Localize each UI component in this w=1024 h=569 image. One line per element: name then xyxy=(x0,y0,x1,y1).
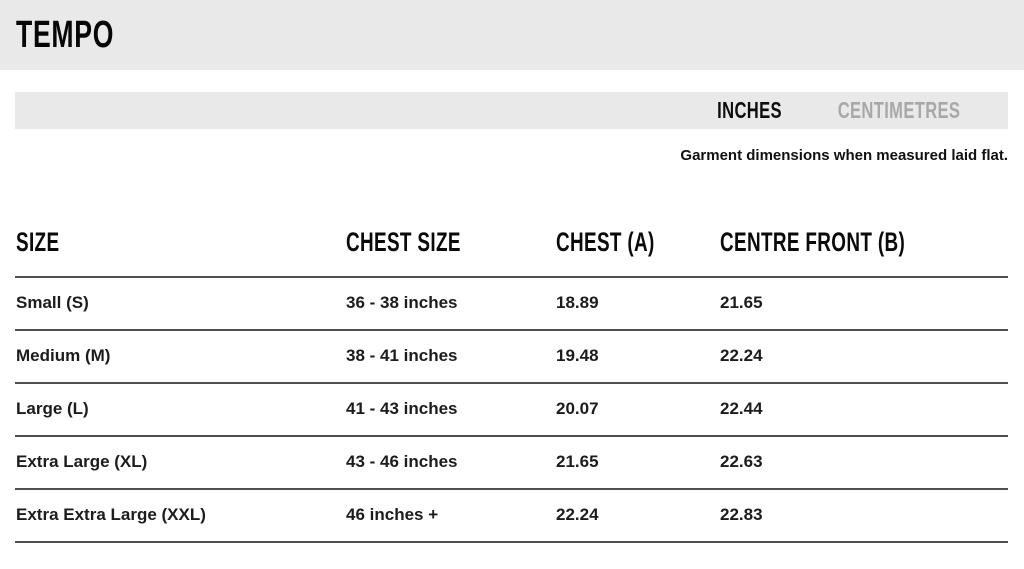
chest-a-value: 19.48 xyxy=(556,346,599,366)
column-header-centre-front-b: CENTRE FRONT (B) xyxy=(720,226,906,257)
centre-front-b-value: 21.65 xyxy=(720,293,763,313)
column-header-size: SIZE xyxy=(16,226,60,257)
size-label: Medium (M) xyxy=(16,346,111,366)
column-header-chest-size: CHEST SIZE xyxy=(346,226,461,257)
chest-a-value: 22.24 xyxy=(556,505,599,525)
chest-a-value: 20.07 xyxy=(556,399,599,419)
table-row-large: Large (L) 41 - 43 inches 20.07 22.44 xyxy=(15,384,1008,437)
centre-front-b-value: 22.63 xyxy=(720,452,763,472)
chest-size-value: 41 - 43 inches xyxy=(346,399,458,419)
centre-front-b-value: 22.83 xyxy=(720,505,763,525)
chest-a-value: 18.89 xyxy=(556,293,599,313)
tab-inches[interactable]: INCHES xyxy=(716,97,782,123)
table-row-extra-extra-large: Extra Extra Large (XXL) 46 inches + 22.2… xyxy=(15,490,1008,543)
table-row-extra-large: Extra Large (XL) 43 - 46 inches 21.65 22… xyxy=(15,437,1008,490)
table-row-medium: Medium (M) 38 - 41 inches 19.48 22.24 xyxy=(15,331,1008,384)
centre-front-b-value: 22.24 xyxy=(720,346,763,366)
unit-tab-bar: INCHES CENTIMETRES xyxy=(15,92,1008,129)
centre-front-b-value: 22.44 xyxy=(720,399,763,419)
size-label: Small (S) xyxy=(16,293,89,313)
size-table: SIZE CHEST SIZE CHEST (A) CENTRE FRONT (… xyxy=(15,210,1008,543)
column-header-chest-a: CHEST (A) xyxy=(556,226,655,257)
table-header-row: SIZE CHEST SIZE CHEST (A) CENTRE FRONT (… xyxy=(15,210,1008,278)
chest-size-value: 43 - 46 inches xyxy=(346,452,458,472)
chest-a-value: 21.65 xyxy=(556,452,599,472)
size-label: Large (L) xyxy=(16,399,89,419)
chest-size-value: 36 - 38 inches xyxy=(346,293,458,313)
chest-size-value: 38 - 41 inches xyxy=(346,346,458,366)
header-bar: TEMPO xyxy=(0,0,1024,70)
size-label: Extra Extra Large (XXL) xyxy=(16,505,206,525)
size-label: Extra Large (XL) xyxy=(16,452,148,472)
page-title: TEMPO xyxy=(16,14,115,56)
measurement-note: Garment dimensions when measured laid fl… xyxy=(680,147,1008,164)
chest-size-value: 46 inches + xyxy=(346,505,439,525)
tab-centimetres[interactable]: CENTIMETRES xyxy=(837,97,960,123)
table-row-small: Small (S) 36 - 38 inches 18.89 21.65 xyxy=(15,278,1008,331)
